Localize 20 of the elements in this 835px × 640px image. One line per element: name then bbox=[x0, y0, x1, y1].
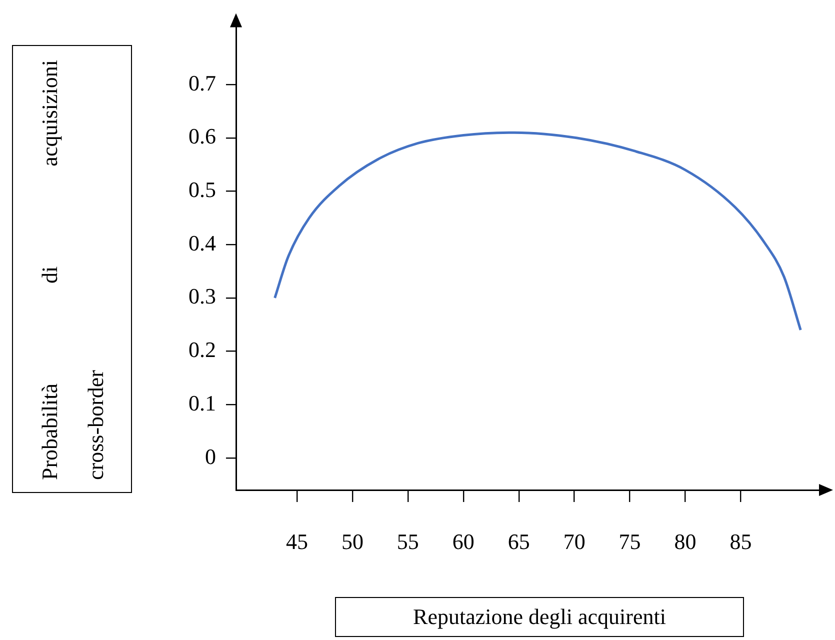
y-tick-label: 0.6 bbox=[188, 124, 216, 149]
x-tick-label: 55 bbox=[396, 528, 419, 554]
x-tick-label: 50 bbox=[341, 528, 364, 554]
line-series bbox=[274, 131, 802, 332]
x-tick-label: 45 bbox=[286, 528, 308, 554]
y-tick-label: 0 bbox=[205, 444, 216, 469]
x-tick-label: 85 bbox=[730, 528, 752, 554]
y-tick-label: 0.4 bbox=[188, 230, 216, 256]
x-tick-label: 65 bbox=[508, 528, 530, 554]
x-tick-label: 80 bbox=[674, 528, 696, 554]
y-axis-title: Probabilità di acquisizioni cross-border bbox=[36, 60, 109, 480]
y-tick-label: 0.5 bbox=[188, 177, 216, 202]
x-tick-label: 60 bbox=[452, 528, 474, 554]
y-tick-label: 0.2 bbox=[188, 337, 216, 362]
x-axis-title: Reputazione degli acquirenti bbox=[335, 597, 744, 637]
x-tick-label: 75 bbox=[618, 528, 641, 554]
y-tick-label: 0.7 bbox=[188, 70, 216, 96]
x-tick-label: 70 bbox=[563, 528, 586, 554]
y-tick-label: 0.3 bbox=[188, 284, 216, 309]
y-tick-label: 0.1 bbox=[188, 390, 216, 416]
